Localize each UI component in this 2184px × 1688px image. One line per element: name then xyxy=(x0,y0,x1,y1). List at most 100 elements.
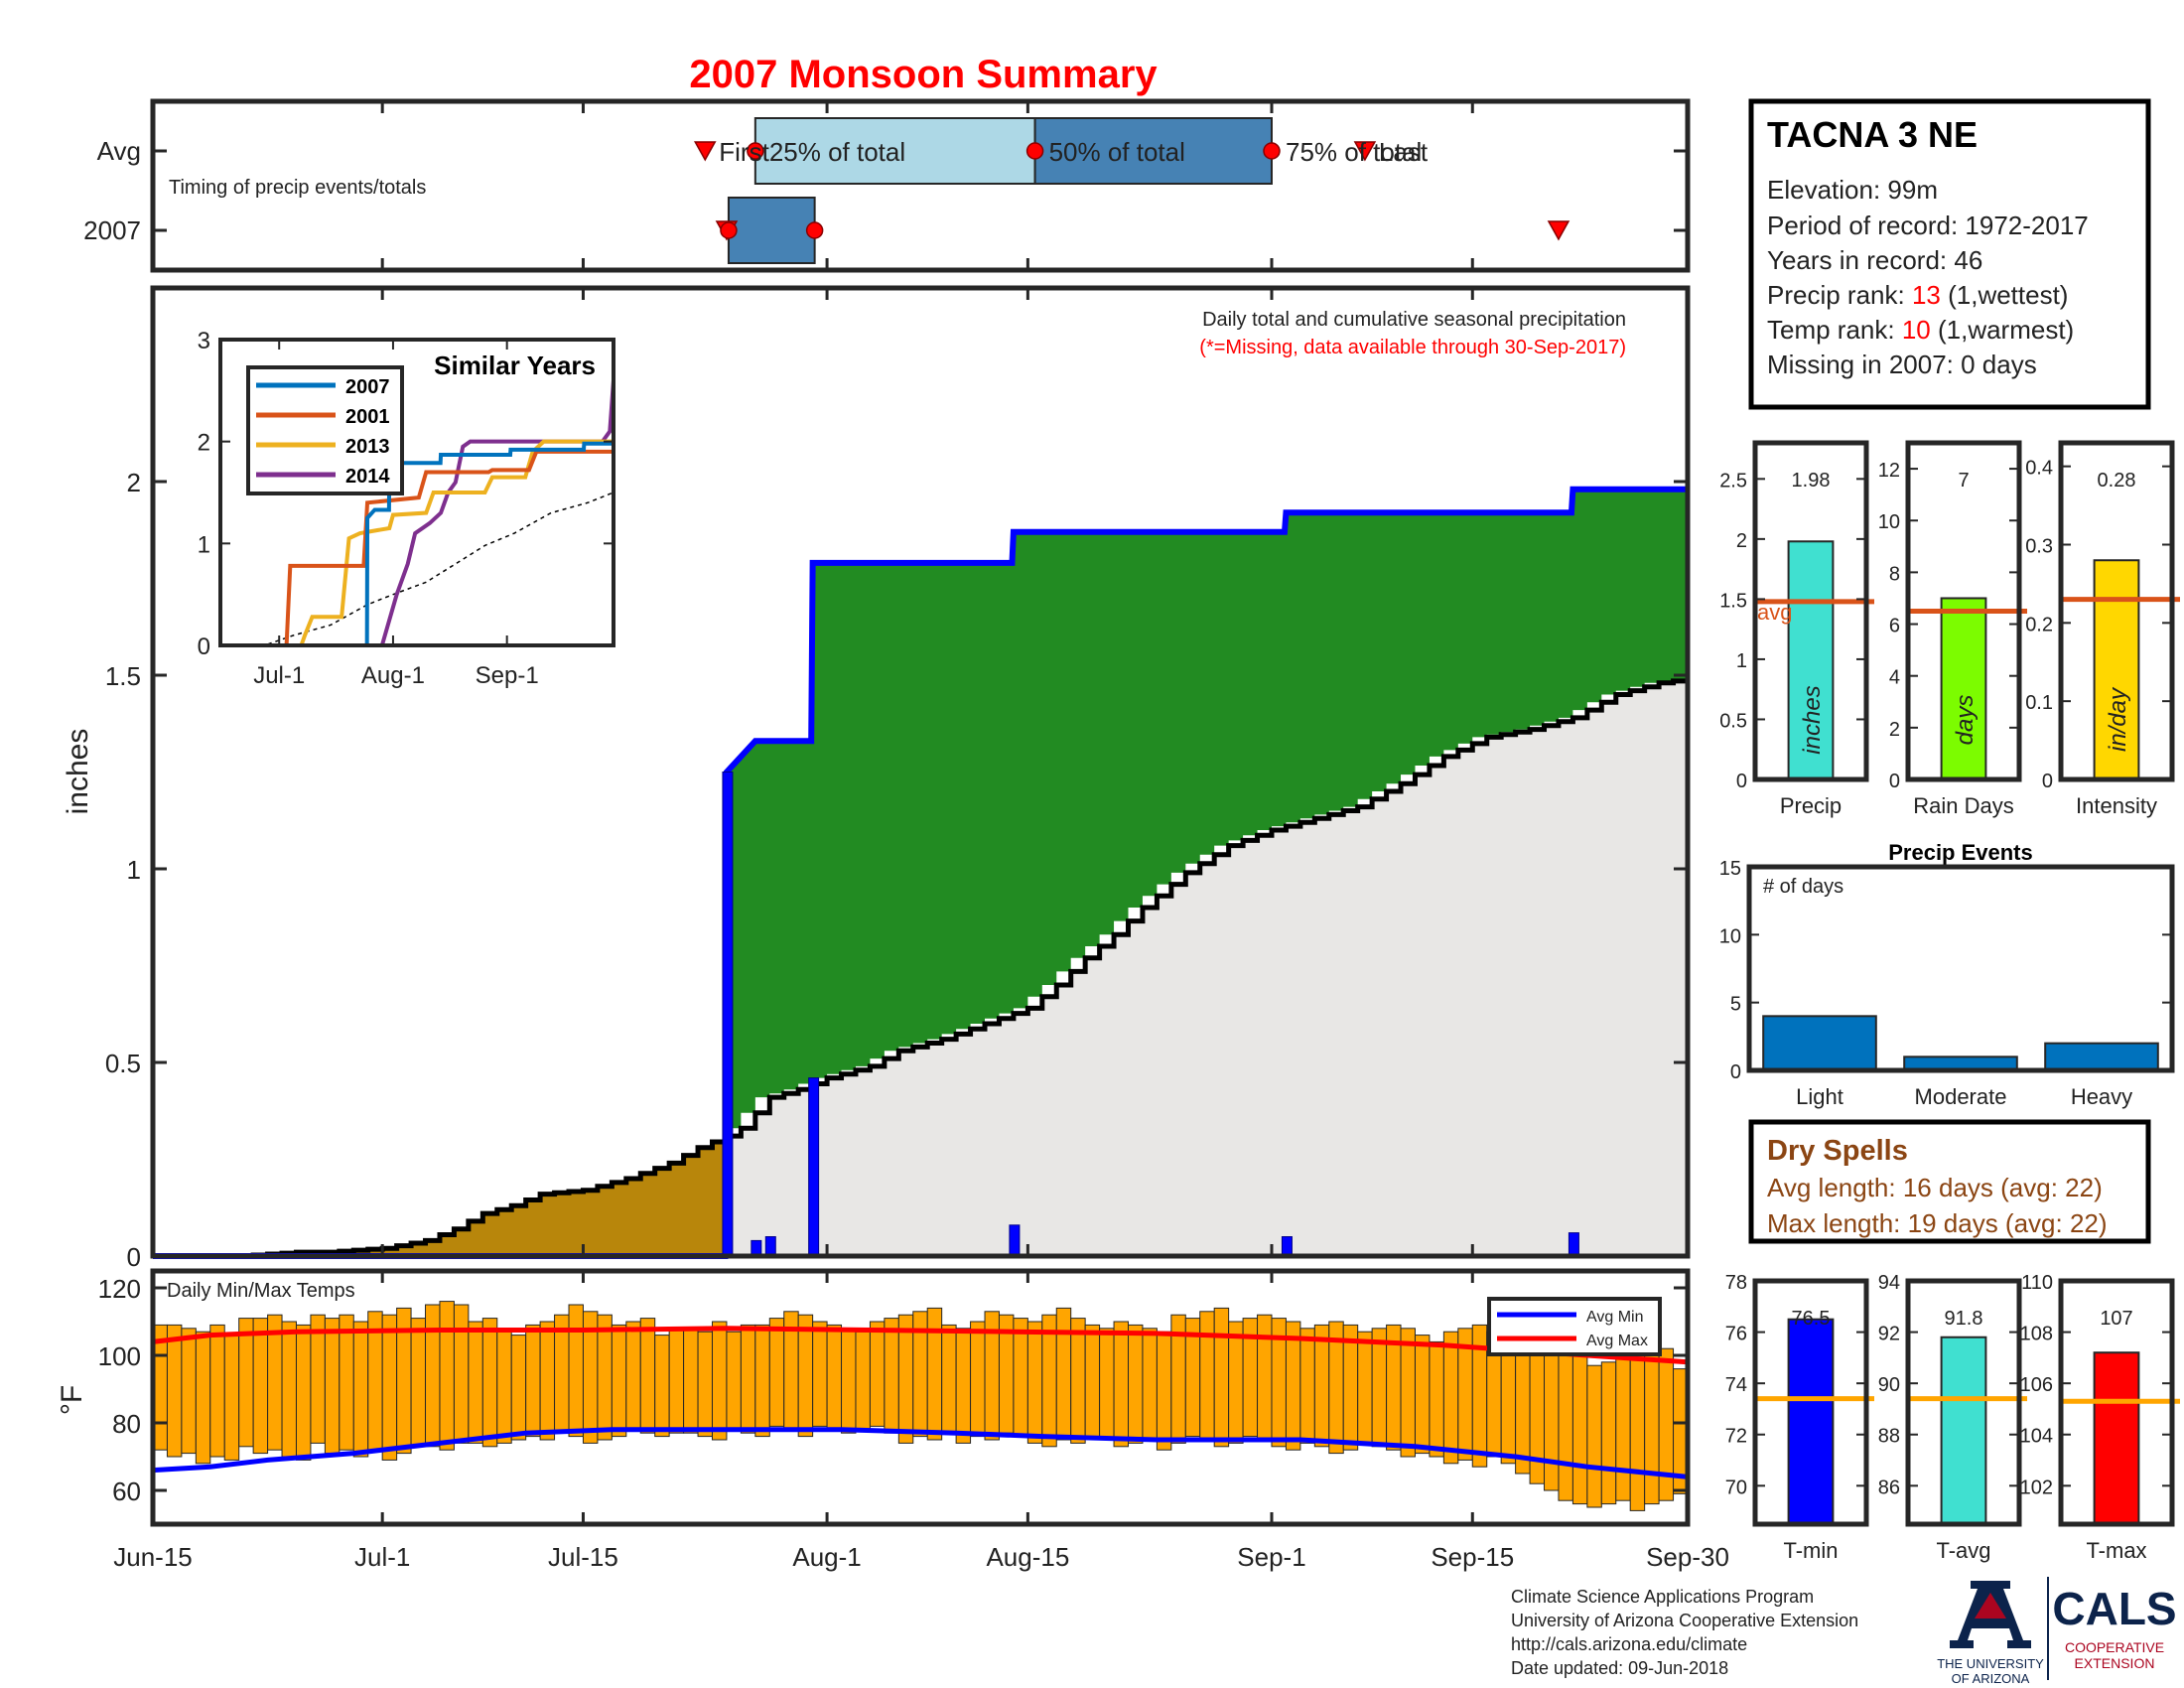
panel-frame xyxy=(2058,440,2175,782)
ua-text-1: THE UNIVERSITY xyxy=(1937,1656,2044,1671)
station-years: Years in record: 46 xyxy=(1767,245,1982,275)
avg-cumulative-line xyxy=(153,678,1691,1259)
label-25: 25% of total xyxy=(769,137,905,167)
panel-ytick-label: 2 xyxy=(1889,719,1900,741)
precip-subtitle: Daily total and cumulative seasonal prec… xyxy=(1202,309,1626,331)
label-50: 50% of total xyxy=(1049,137,1185,167)
panel-ytick-label: 86 xyxy=(1878,1477,1900,1498)
daily-temp-bar xyxy=(339,1314,354,1451)
daily-temp-bar xyxy=(668,1328,685,1434)
similar-years-inset: 0 1 2 3 Jul-1 Aug-1 Sep-1 Similar Years 2007 2001… xyxy=(198,328,615,689)
daily-precip-bar xyxy=(722,772,734,1257)
daily-temp-bar xyxy=(310,1314,326,1444)
daily-temp-bar xyxy=(1571,1354,1588,1505)
panel-ytick-label: 0.4 xyxy=(2025,458,2053,480)
label-75: 75% of total xyxy=(1286,137,1422,167)
panel-frame xyxy=(2058,1278,2175,1527)
dry-spells-box: Dry Spells Avg length: 16 days (avg: 22) M… xyxy=(1748,1119,2151,1244)
station-name: TACNA 3 NE xyxy=(1767,114,1978,155)
precip-ylabel: inches xyxy=(62,729,94,815)
temp-panel-0: 70 72 74 76 78 76.5 T-min xyxy=(1725,1272,1874,1563)
legend-label-2013: 2013 xyxy=(345,436,390,458)
daily-temp-bar xyxy=(740,1324,756,1434)
panel-ytick-label: 0.3 xyxy=(2025,535,2053,557)
precip-ytick-label: 0.5 xyxy=(105,1049,141,1078)
panel-ytick-label: 76 xyxy=(1725,1324,1747,1345)
bar-panel-2: 0 0.1 0.2 0.3 0.4 0.28 Intensity in/day xyxy=(2025,440,2180,818)
avg-box-50-75 xyxy=(1033,117,1273,185)
temp-rank-suffix: (1,warmest) xyxy=(1931,315,2074,345)
daily-temp-bar xyxy=(597,1314,613,1441)
panel-ytick-label: 4 xyxy=(1889,667,1900,689)
label-first: First xyxy=(719,137,769,167)
daily-temp-bar xyxy=(1371,1328,1388,1448)
daily-temp-bar xyxy=(726,1331,742,1431)
xtick-label: Sep-30 xyxy=(1646,1542,1729,1572)
station-period: Period of record: 1972-2017 xyxy=(1767,211,2089,240)
daily-temp-bar xyxy=(897,1314,914,1444)
daily-temp-bar xyxy=(324,1318,341,1455)
daily-temp-bar xyxy=(841,1328,857,1434)
avg-50-marker xyxy=(1025,142,1044,160)
panel-frame xyxy=(1752,1278,1869,1527)
y2007-last-marker xyxy=(1547,220,1570,241)
events-title: Precip Events xyxy=(1888,840,2033,865)
panel-frame xyxy=(1905,440,2022,782)
events-ytick-label: 10 xyxy=(1719,925,1741,947)
daily-temp-bar xyxy=(453,1304,470,1444)
inset-title: Similar Years xyxy=(434,351,596,380)
daily-temp-bar xyxy=(1342,1324,1359,1451)
inset-avg-line xyxy=(220,492,614,646)
daily-temp-bar xyxy=(1228,1321,1244,1444)
daily-temp-bar xyxy=(209,1324,225,1458)
dry-avg-length: Avg length: 16 days (avg: 22) xyxy=(1767,1173,2103,1202)
panel-ytick-label: 104 xyxy=(2020,1426,2053,1448)
daily-temp-bar xyxy=(625,1321,641,1431)
daily-temp-bar xyxy=(1156,1331,1172,1451)
panel-ytick-label: 78 xyxy=(1725,1272,1747,1294)
panel-value-bar xyxy=(1940,597,1987,781)
temp-frame xyxy=(150,1268,1691,1527)
bar-panel-1: 0 2 4 6 8 10 12 7 Rain Days days xyxy=(1878,440,2027,818)
events-ytick-label: 15 xyxy=(1719,858,1741,880)
precip-frame xyxy=(150,285,1691,1259)
daily-temp-bar xyxy=(1558,1344,1573,1501)
temp-panel-2: 102 104 106 108 110 107 T-max xyxy=(2020,1272,2180,1563)
panel-ytick-label: 0.5 xyxy=(1719,710,1747,732)
panel-ytick-label: 6 xyxy=(1889,616,1900,637)
daily-temp-bar xyxy=(410,1318,427,1448)
panel-value-label: 76.5 xyxy=(1792,1308,1831,1330)
temp-ylabel: °F xyxy=(56,1385,88,1415)
daily-temp-bar xyxy=(1500,1337,1517,1465)
panel-ytick-label: 0.2 xyxy=(2025,614,2053,635)
cumulative-2007-line xyxy=(153,486,1688,1259)
panel-unit-label: inches xyxy=(1799,685,1826,754)
temp-ytick-label: 120 xyxy=(98,1274,141,1304)
xtick-label: Sep-1 xyxy=(1237,1542,1305,1572)
coop-text-1: COOPERATIVE xyxy=(2065,1639,2164,1655)
daily-temp-bar xyxy=(812,1321,828,1427)
daily-temp-bar xyxy=(496,1331,512,1444)
label-last: Last xyxy=(1379,137,1429,167)
panel-value-label: 7 xyxy=(1958,470,1969,492)
precip-ytick-label: 1.5 xyxy=(105,661,141,691)
inset-ytick-label: 3 xyxy=(198,328,210,354)
station-elevation: Elevation: 99m xyxy=(1767,175,1938,205)
station-missing: Missing in 2007: 0 days xyxy=(1767,350,2037,379)
y2007-box xyxy=(727,197,816,264)
temp-title: Daily Min/Max Temps xyxy=(167,1280,355,1302)
precip-ytick-label: 1 xyxy=(127,855,141,885)
events-category-label: Heavy xyxy=(2071,1084,2132,1109)
station-frame xyxy=(1748,98,2151,410)
daily-temp-bar xyxy=(1099,1328,1115,1441)
daily-temp-bar xyxy=(425,1304,441,1448)
panel-value-bar xyxy=(2093,1351,2140,1526)
xtick-label: Jul-15 xyxy=(548,1542,618,1572)
daily-temp-bar xyxy=(1084,1324,1101,1438)
daily-temp-bar xyxy=(281,1321,297,1458)
daily-temp-bar xyxy=(1313,1324,1330,1448)
daily-temp-bar xyxy=(1128,1324,1144,1444)
panel-category-label: Precip xyxy=(1780,793,1842,818)
events-bar-heavy xyxy=(2044,1042,2159,1071)
